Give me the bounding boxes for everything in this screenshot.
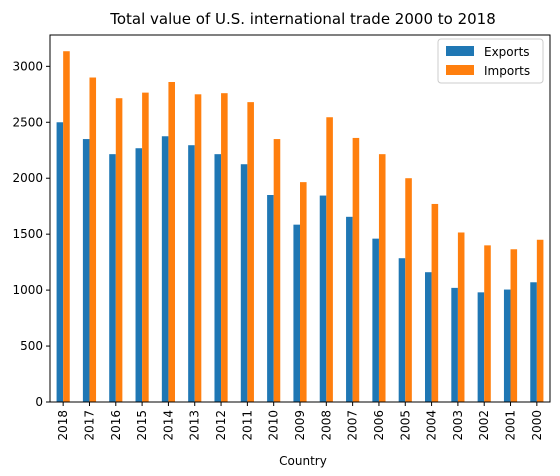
- bar-exports-2012: [214, 154, 222, 402]
- bar-imports-2012: [221, 93, 228, 403]
- bar-imports-2015: [142, 92, 149, 402]
- y-axis: 0 500 1000 1500 2000 2500 3000: [12, 59, 50, 409]
- bar-imports-2017: [89, 77, 97, 402]
- x-tick-label: 2011: [240, 410, 254, 441]
- bar-exports-2017: [82, 139, 90, 402]
- legend: Exports Imports: [437, 38, 544, 84]
- bar-imports-2005: [405, 178, 412, 402]
- bar-exports-2008: [319, 195, 327, 402]
- x-tick-label: 2016: [109, 410, 123, 441]
- bar-exports-2002: [477, 292, 485, 402]
- y-tick-label: 500: [20, 339, 43, 353]
- bar-imports-2011: [247, 102, 254, 402]
- x-axis: 2018 2017 2016 2015 2014 2013 2012 2011 2010 2009…: [56, 402, 544, 441]
- x-tick-label: 2003: [451, 410, 465, 441]
- bar-exports-2011: [240, 164, 248, 402]
- x-axis-label: Country: [279, 454, 327, 468]
- x-tick-label: 2007: [346, 410, 360, 441]
- y-tick-label: 0: [35, 395, 43, 409]
- bar-exports-2004: [425, 272, 432, 402]
- bar-exports-2006: [372, 238, 379, 402]
- bar-imports-2009: [300, 182, 307, 402]
- x-tick-label: 2010: [267, 410, 281, 441]
- bar-imports-2014: [168, 81, 175, 403]
- bar-exports-2009: [293, 224, 300, 402]
- x-tick-label: 2017: [82, 410, 96, 441]
- bar-imports-2003: [457, 232, 465, 402]
- x-tick-label: 2009: [293, 410, 307, 441]
- legend-label-imports: Imports: [484, 64, 530, 78]
- legend-swatch-imports: [446, 65, 474, 75]
- bar-exports-2010: [267, 195, 274, 402]
- y-tick-label: 2000: [12, 171, 43, 185]
- bar-exports-2015: [135, 148, 143, 402]
- bar-exports-2007: [346, 216, 353, 402]
- bar-imports-2000: [536, 239, 544, 402]
- plot-area: [56, 51, 544, 403]
- bar-imports-2010: [273, 139, 281, 402]
- y-tick-label: 1000: [12, 283, 43, 297]
- x-tick-label: 2005: [398, 410, 412, 441]
- x-tick-label: 2012: [214, 410, 228, 441]
- bar-imports-2016: [115, 98, 123, 402]
- bar-imports-2013: [194, 94, 202, 403]
- x-tick-label: 2014: [161, 410, 175, 441]
- bar-exports-2018: [56, 122, 64, 403]
- x-tick-label: 2018: [56, 410, 70, 441]
- x-tick-label: 2001: [504, 410, 518, 441]
- bar-exports-2013: [188, 145, 195, 402]
- bar-imports-2007: [352, 137, 360, 402]
- bar-imports-2002: [484, 245, 491, 402]
- y-tick-label: 2500: [12, 115, 43, 129]
- y-tick-label: 1500: [12, 227, 43, 241]
- legend-label-exports: Exports: [484, 45, 530, 59]
- bar-imports-2006: [378, 154, 386, 402]
- bar-exports-2014: [161, 136, 169, 402]
- y-tick-label: 3000: [12, 59, 43, 73]
- x-tick-label: 2004: [425, 410, 439, 441]
- bar-exports-2003: [451, 287, 458, 402]
- x-tick-label: 2008: [319, 410, 333, 441]
- bar-exports-2001: [503, 289, 511, 402]
- x-tick-label: 2015: [135, 410, 149, 441]
- bar-exports-2016: [109, 154, 116, 402]
- x-tick-label: 2013: [188, 410, 202, 441]
- legend-swatch-exports: [446, 46, 474, 56]
- bar-imports-2001: [510, 249, 518, 402]
- bar-imports-2018: [63, 51, 70, 402]
- bar-imports-2008: [326, 117, 333, 403]
- x-tick-label: 2002: [477, 410, 491, 441]
- bar-imports-2004: [431, 203, 439, 402]
- x-tick-label: 2006: [372, 410, 386, 441]
- bar-exports-2000: [530, 282, 537, 402]
- bar-exports-2005: [398, 258, 406, 402]
- x-tick-label: 2000: [530, 410, 544, 441]
- chart-title: Total value of U.S. international trade …: [109, 10, 496, 28]
